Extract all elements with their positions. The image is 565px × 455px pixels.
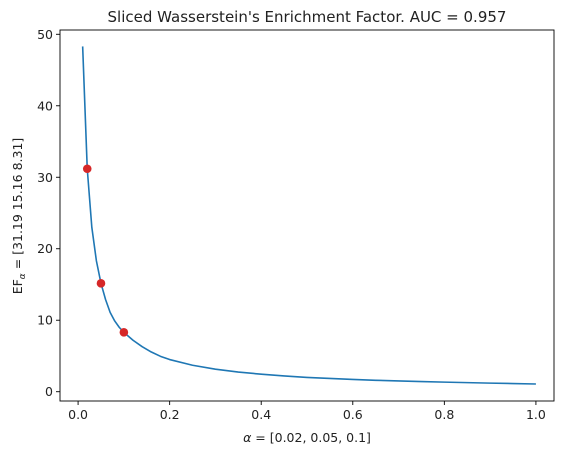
marker-point-1 <box>96 279 106 288</box>
y-tick-label-3: 30 <box>37 170 53 185</box>
y-tick-label-5: 50 <box>37 27 53 42</box>
y-tick-label-2: 20 <box>37 241 53 256</box>
marker-point-0 <box>82 164 92 174</box>
marker-point-2 <box>119 328 129 337</box>
chart-title: Sliced Wasserstein's Enrichment Factor. … <box>108 8 507 26</box>
y-tick-label-1: 10 <box>37 313 53 328</box>
plot-frame <box>59 29 555 402</box>
x-tick-label-1: 0.2 <box>160 407 180 422</box>
y-axis-label-sub: α <box>18 273 28 279</box>
y-axis-label: EFα = [31.19 15.16 8.31] <box>10 138 28 295</box>
x-tick-label-2: 0.4 <box>251 407 271 422</box>
x-tick-label-4: 0.8 <box>434 407 454 422</box>
x-axis-label-text: = [0.02, 0.05, 0.1] <box>251 430 371 445</box>
y-axis-label-main: EF <box>10 279 25 294</box>
y-tick-label-0: 0 <box>45 384 53 399</box>
x-tick-label-5: 1.0 <box>526 407 546 422</box>
x-tick-label-3: 0.6 <box>343 407 363 422</box>
y-tick-label-4: 40 <box>37 98 53 113</box>
y-axis-label-text: = [31.19 15.16 8.31] <box>10 138 25 274</box>
x-axis-label-symbol: α <box>243 430 252 445</box>
series-line-0 <box>81 46 536 385</box>
x-axis-label: α = [0.02, 0.05, 0.1] <box>243 430 371 445</box>
x-tick-label-0: 0.0 <box>68 407 88 422</box>
